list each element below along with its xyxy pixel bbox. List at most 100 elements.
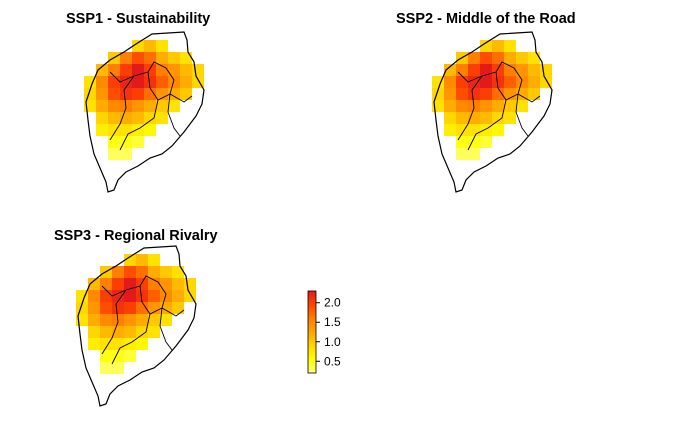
heat-cell <box>180 64 192 76</box>
heat-cell <box>444 112 456 124</box>
heat-cell <box>76 302 88 314</box>
heat-cell <box>108 124 120 136</box>
heat-cell <box>112 338 124 350</box>
heat-cell <box>112 266 124 278</box>
heat-cell <box>180 52 192 64</box>
region-boundary <box>101 285 127 297</box>
heat-cell <box>144 100 156 112</box>
heat-cell <box>100 350 112 362</box>
heat-cell <box>124 302 136 314</box>
panel-title-ssp1: SSP1 - Sustainability <box>66 11 211 27</box>
heat-cell <box>84 76 96 88</box>
region-boundary <box>481 61 523 95</box>
heat-cell <box>132 76 144 88</box>
heat-cell <box>132 136 144 148</box>
heat-cell <box>100 278 112 290</box>
heat-cell <box>136 278 148 290</box>
country-outline <box>433 31 553 193</box>
heat-cell <box>136 266 148 278</box>
heat-cell <box>144 40 156 52</box>
region-boundary <box>457 75 483 141</box>
heat-cell <box>456 76 468 88</box>
heat-cell <box>480 76 492 88</box>
heat-cell <box>468 148 480 160</box>
heat-cell <box>444 76 456 88</box>
heat-cell <box>444 100 456 112</box>
map-ssp2 <box>432 31 553 193</box>
heat-cell <box>132 100 144 112</box>
heat-cell <box>108 136 120 148</box>
region-boundary <box>101 289 127 355</box>
color-legend: 2.0 1.5 1.0 0.5 <box>307 290 341 374</box>
region-boundary <box>467 99 507 151</box>
region-boundary <box>133 61 175 95</box>
heat-cell <box>156 100 168 112</box>
heat-cell <box>456 148 468 160</box>
legend-tick-label: 1.5 <box>324 315 341 329</box>
heat-cell <box>468 64 480 76</box>
heat-cell <box>492 40 504 52</box>
heat-cell <box>84 88 96 100</box>
heat-cell <box>96 100 108 112</box>
heat-cell <box>168 100 180 112</box>
heat-cell <box>132 52 144 64</box>
heat-cell <box>492 76 504 88</box>
heat-cell <box>88 290 100 302</box>
legend-tick-label: 2.0 <box>324 296 341 310</box>
heat-cell <box>100 302 112 314</box>
heat-cell <box>468 76 480 88</box>
heat-cell <box>184 278 196 290</box>
heat-cell <box>120 88 132 100</box>
heat-cell <box>480 100 492 112</box>
heat-cell <box>468 52 480 64</box>
heat-cell <box>480 124 492 136</box>
heat-cell <box>108 112 120 124</box>
heat-cell <box>528 76 540 88</box>
heat-cell <box>504 40 516 52</box>
heat-cell <box>136 302 148 314</box>
heat-cell <box>100 338 112 350</box>
heat-cell <box>148 326 160 338</box>
legend-tick-label: 1.0 <box>324 335 341 349</box>
region-boundary <box>109 71 135 83</box>
panel-title-ssp3: SSP3 - Regional Rivalry <box>54 228 218 244</box>
region-boundary <box>159 307 173 351</box>
heat-cell <box>96 64 108 76</box>
heat-cell <box>156 112 168 124</box>
heat-cell <box>180 88 192 100</box>
region-boundary <box>457 71 483 83</box>
heat-cell <box>148 290 160 302</box>
heat-cell <box>492 112 504 124</box>
heat-cell <box>172 290 184 302</box>
heat-cell <box>180 76 192 88</box>
heat-cell <box>124 278 136 290</box>
heat-cell <box>144 88 156 100</box>
region-boundary <box>139 285 185 317</box>
heat-cell <box>160 278 172 290</box>
heat-cell <box>124 350 136 362</box>
heat-cell <box>124 254 136 266</box>
heat-cell <box>456 64 468 76</box>
heat-cell <box>480 136 492 148</box>
heat-cell <box>516 52 528 64</box>
heat-cell <box>144 64 156 76</box>
heat-cell <box>136 290 148 302</box>
region-boundary <box>111 313 151 365</box>
heat-cell <box>160 266 172 278</box>
heat-cell <box>120 148 132 160</box>
heat-cell <box>168 52 180 64</box>
legend-tick-label: 0.5 <box>324 354 341 368</box>
heat-cell <box>108 88 120 100</box>
heat-cell <box>168 64 180 76</box>
region-boundary <box>147 71 193 103</box>
heat-cell <box>100 290 112 302</box>
heat-cell <box>432 76 444 88</box>
heat-cell <box>88 326 100 338</box>
heat-cell <box>132 124 144 136</box>
heat-cell <box>504 100 516 112</box>
heat-cell <box>468 88 480 100</box>
heat-cell <box>132 64 144 76</box>
heat-cell <box>88 314 100 326</box>
region-boundary <box>495 71 541 103</box>
heat-cell <box>108 76 120 88</box>
